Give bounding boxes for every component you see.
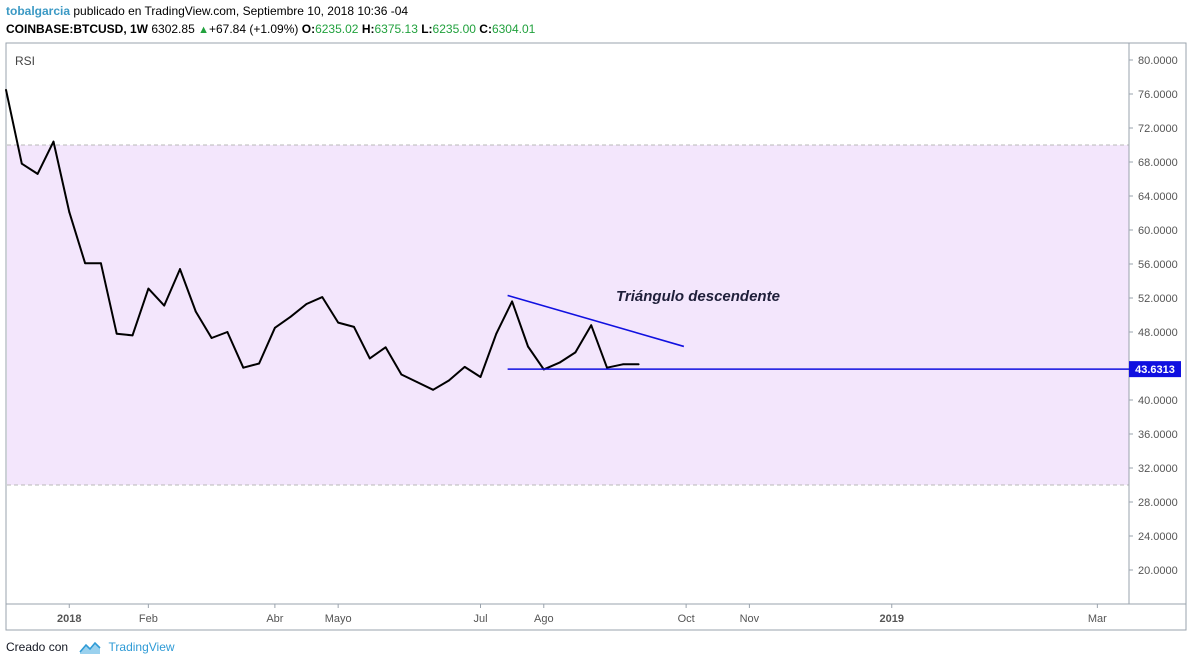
rsi-point — [36, 173, 39, 175]
rsi-point — [448, 379, 450, 382]
rsi-point — [637, 363, 640, 366]
x-tick-label: Jul — [473, 613, 487, 625]
open-value: 6235.02 — [315, 22, 359, 36]
open-label: O: — [301, 22, 316, 36]
rsi-point — [416, 381, 419, 383]
rsi-point — [274, 326, 276, 329]
x-tick-label: 2019 — [880, 613, 904, 625]
rsi-point — [606, 366, 608, 369]
footer: Creado con TradingView — [6, 640, 175, 655]
y-tick-label: 72.0000 — [1138, 123, 1178, 135]
triangle-up-icon: ▲ — [198, 24, 209, 36]
y-tick-label: 28.0000 — [1138, 497, 1178, 509]
published-text: publicado en TradingView.com, Septiembre… — [73, 4, 409, 18]
rsi-point — [305, 303, 308, 305]
rsi-point — [179, 268, 181, 270]
rsi-point — [68, 211, 71, 214]
rsi-point — [242, 366, 245, 369]
y-tick-label: 36.0000 — [1138, 429, 1178, 441]
y-tick-label: 52.0000 — [1138, 293, 1178, 305]
rsi-point — [210, 337, 213, 339]
y-tick-label: 56.0000 — [1138, 259, 1178, 271]
last-price: 6302.85 — [151, 22, 195, 36]
tradingview-logo-icon — [79, 641, 101, 654]
y-tick-label: 40.0000 — [1138, 395, 1178, 407]
ohlc-bar: COINBASE:BTCUSD, 1W 6302.85 ▲+67.84 (+1.… — [6, 22, 535, 36]
price-label-value: 43.6313 — [1135, 364, 1175, 376]
rsi-point — [511, 300, 513, 303]
rsi-point — [353, 326, 355, 328]
rsi-point — [479, 376, 482, 378]
x-tick-label: 2018 — [57, 613, 81, 625]
y-tick-label: 20.0000 — [1138, 565, 1178, 577]
time-axis[interactable]: 2018 Feb Abr Mayo Jul Ago Oct Nov 2019 Mar — [57, 604, 1107, 625]
rsi-point — [590, 324, 593, 327]
rsi-point — [258, 362, 260, 365]
price-label-badge: 43.6313 — [1129, 361, 1181, 378]
chart-header: tobalgarcia publicado en TradingView.com… — [6, 3, 1186, 43]
rsi-point — [368, 357, 371, 360]
x-tick-label: Nov — [740, 613, 760, 625]
x-tick-label: Abr — [266, 613, 283, 625]
rsi-point — [52, 140, 55, 143]
rsi-point — [384, 346, 387, 349]
low-value: 6235.00 — [432, 22, 476, 36]
price-axis[interactable]: 80.0000 76.0000 72.0000 68.0000 64.0000 60.00… — [1129, 55, 1178, 577]
high-value: 6375.13 — [374, 22, 418, 36]
x-tick-label: Mar — [1088, 613, 1107, 625]
rsi-point — [84, 262, 86, 265]
descending-trendline[interactable] — [507, 294, 685, 348]
rsi-point — [321, 296, 324, 298]
rsi-point — [226, 331, 229, 333]
chart-frame — [5, 42, 1187, 631]
x-tick-label: Oct — [678, 613, 695, 625]
publish-info: tobalgarcia publicado en TradingView.com… — [6, 4, 408, 18]
y-tick-label: 32.0000 — [1138, 463, 1178, 475]
rsi-point — [400, 373, 403, 376]
y-tick-label: 76.0000 — [1138, 89, 1178, 101]
rsi-point — [527, 345, 529, 348]
close-label: C: — [479, 22, 492, 36]
rsi-point — [289, 315, 292, 318]
y-tick-label: 68.0000 — [1138, 157, 1178, 169]
rsi-point — [194, 310, 197, 313]
low-label: L: — [421, 22, 433, 36]
rsi-point — [337, 321, 340, 324]
rsi-point — [5, 88, 7, 91]
rsi-point — [558, 361, 561, 364]
x-tick-label: Feb — [139, 613, 158, 625]
rsi-point — [622, 363, 624, 366]
rsi-band-fill — [7, 145, 1129, 485]
triangle-annotation[interactable]: Triángulo descendente — [616, 288, 780, 305]
rsi-point — [115, 332, 118, 335]
symbol-label: COINBASE:BTCUSD, 1W — [6, 22, 149, 36]
rsi-point — [131, 334, 134, 337]
y-tick-label: 48.0000 — [1138, 327, 1178, 339]
x-tick-label: Mayo — [325, 613, 352, 625]
rsi-point — [100, 262, 102, 265]
rsi-point — [574, 351, 577, 354]
price-change: +67.84 (+1.09%) — [208, 22, 299, 36]
rsi-points — [5, 88, 640, 391]
y-tick-label: 64.0000 — [1138, 191, 1178, 203]
y-tick-label: 80.0000 — [1138, 55, 1178, 67]
created-with-text: Creado con — [6, 640, 69, 654]
rsi-point — [463, 366, 466, 368]
author-link[interactable]: tobalgarcia — [6, 4, 71, 18]
rsi-point — [163, 304, 166, 307]
indicator-label: RSI — [15, 54, 35, 68]
y-tick-label: 60.0000 — [1138, 225, 1178, 237]
x-tick-label: Ago — [534, 613, 554, 625]
rsi-point — [147, 287, 150, 290]
rsi-point — [432, 388, 434, 391]
tradingview-brand-link[interactable]: TradingView — [108, 640, 175, 654]
high-label: H: — [361, 22, 375, 36]
rsi-point — [495, 332, 498, 335]
close-value: 6304.01 — [491, 22, 536, 36]
rsi-point — [20, 162, 23, 165]
y-tick-label: 24.0000 — [1138, 531, 1178, 543]
